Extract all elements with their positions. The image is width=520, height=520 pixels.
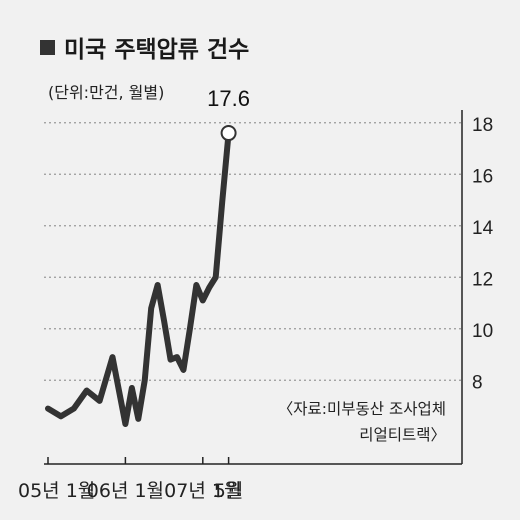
source-note-line2: 리얼티트랙〉 xyxy=(359,426,446,444)
y-tick-label: 18 xyxy=(472,115,493,136)
title-square-icon xyxy=(40,40,55,55)
y-tick-label: 16 xyxy=(472,166,493,187)
y-tick-label: 10 xyxy=(472,321,493,342)
x-tick-label: 05년 1월 xyxy=(18,480,95,502)
labels: 미국 주택압류 건수 (단위:만건, 월별) 17.6 〈자료:미부동산 조사업체리얼… xyxy=(40,37,446,444)
y-tick-label: 14 xyxy=(472,218,494,239)
chart-title: 미국 주택압류 건수 xyxy=(64,37,249,63)
source-note-line1: 〈자료:미부동산 조사업체 xyxy=(278,400,446,418)
x-tick-label: 06년 1월 xyxy=(87,480,164,502)
grid-lines xyxy=(44,122,462,381)
series xyxy=(45,125,237,428)
y-tick-label: 8 xyxy=(472,372,483,393)
x-tick-label: 5월 xyxy=(214,480,244,502)
chart-subtitle: (단위:만건, 월별) xyxy=(48,83,164,102)
y-tick-label: 12 xyxy=(472,269,493,290)
x-tick-label: 07년 1월 xyxy=(164,480,241,502)
end-point-marker xyxy=(220,125,237,142)
series-line xyxy=(45,130,232,428)
callout-label: 17.6 xyxy=(207,86,250,111)
